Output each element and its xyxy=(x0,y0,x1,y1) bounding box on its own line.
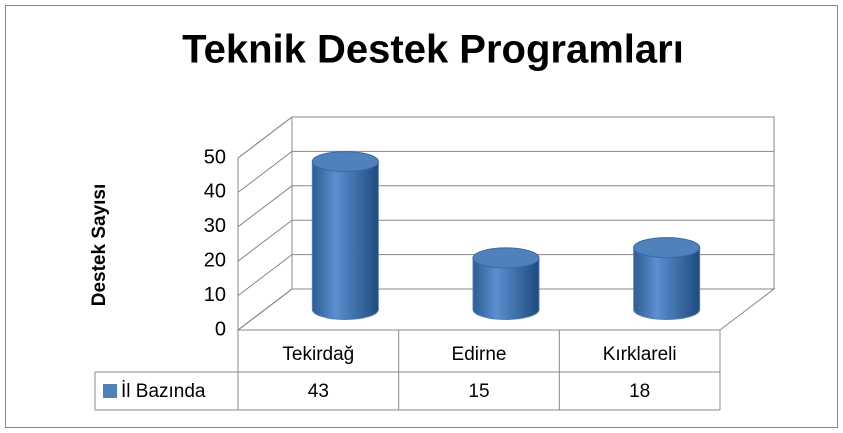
x-tick-label: Tekirdağ xyxy=(282,344,354,365)
y-tick-label: 30 xyxy=(204,215,226,237)
y-tick-label: 10 xyxy=(204,284,226,306)
grid-line xyxy=(237,288,774,331)
cylinder xyxy=(472,257,540,320)
cylinder-top xyxy=(633,237,701,259)
chart-title: Teknik Destek Programları xyxy=(182,28,684,72)
legend-swatch xyxy=(103,384,117,398)
y-tick-label: 0 xyxy=(215,318,226,340)
cylinder-top xyxy=(472,247,540,269)
grid-line xyxy=(237,185,774,228)
grid-line xyxy=(237,219,774,262)
y-tick-label: 40 xyxy=(204,181,226,203)
cylinder-top xyxy=(311,151,379,173)
table-value: 18 xyxy=(629,381,650,402)
grid-line xyxy=(237,254,774,296)
y-axis-label: Destek Sayısı xyxy=(89,184,110,307)
cylinder xyxy=(311,161,379,320)
cylinder xyxy=(633,247,701,320)
grid-line xyxy=(237,150,774,193)
x-tick-label: Edirne xyxy=(452,344,507,365)
y-tick-label: 20 xyxy=(204,249,226,271)
chart-border xyxy=(5,5,838,428)
legend-label: İl Bazında xyxy=(121,381,206,402)
y-tick-label: 50 xyxy=(204,146,226,168)
grid-line xyxy=(237,116,774,159)
table-value: 15 xyxy=(468,381,489,402)
x-tick-label: Kırklareli xyxy=(603,344,677,365)
table-value: 43 xyxy=(308,381,329,402)
